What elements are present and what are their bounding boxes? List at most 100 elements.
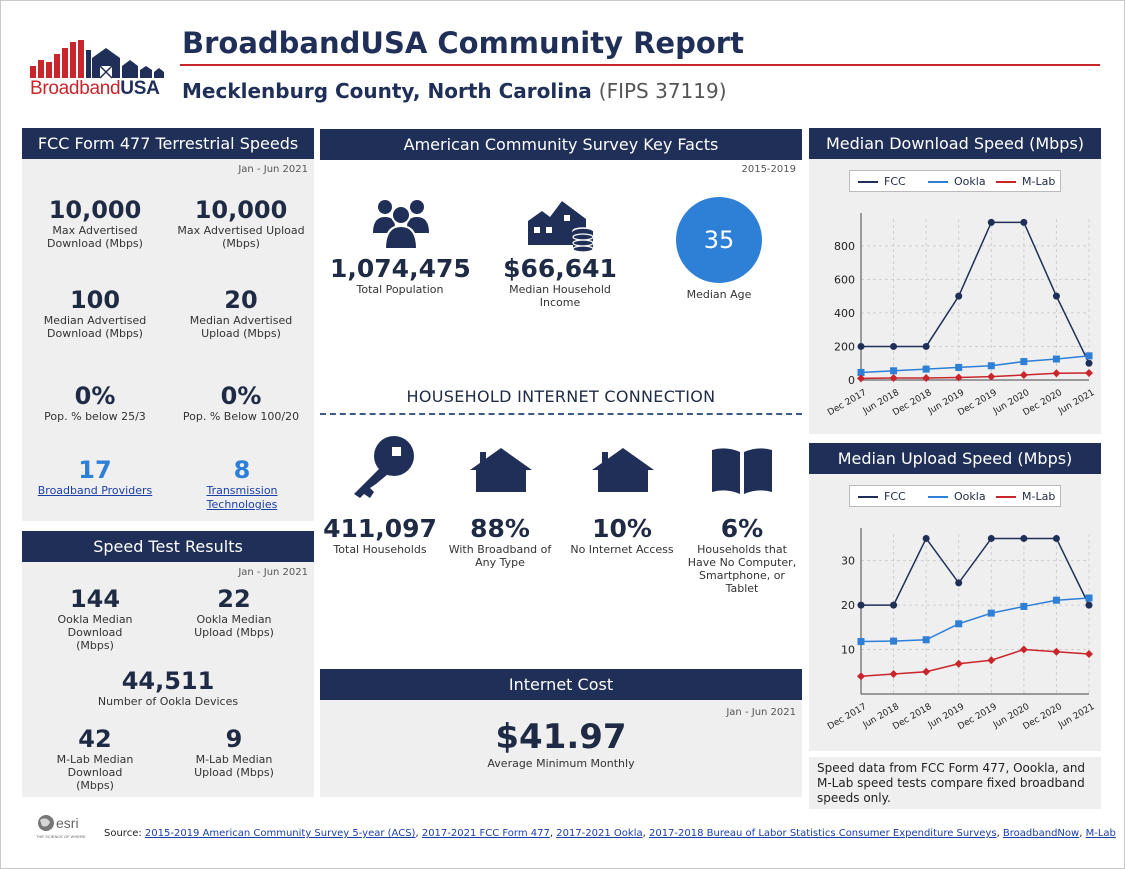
series-line-ookla [860,597,1090,643]
source-link-broadbandnow[interactable]: BroadbandNow [1002,828,1080,839]
no-computer-stat: 6% Households that Have No Computer, Sma… [686,514,798,595]
mlab-upload-value: 9 [225,725,243,753]
y-tick-label: 800 [834,240,855,253]
download-chart-panel: FCC Ookla M-Lab 0 200 400 600 800 Dec 2017 Jun… [809,159,1101,434]
fips-code: (FIPS 37119) [598,79,727,103]
source-link-acs[interactable]: 2015-2019 American Community Survey 5-ye… [144,828,416,839]
providers-stat[interactable]: 17 Broadband Providers [30,456,160,498]
point-mlab [1019,645,1028,654]
upload-chart-legend: FCC Ookla M-Lab [849,485,1061,507]
legend-fcc: FCC [858,175,906,188]
x-tick-label: Dec 2017 [826,702,868,732]
pct-below-25-label: Pop. % below 25/3 [44,410,146,423]
pct-below-100-value: 0% [220,382,262,410]
max-download-stat: 10,000 Max Advertised Download (Mbps) [30,196,160,250]
total-households-stat: 411,097 Total Households [322,514,438,556]
household-internet-heading: HOUSEHOLD INTERNET CONNECTION [406,387,716,406]
median-upload-value: 20 [224,286,258,314]
y-tick-label: 400 [834,307,855,320]
providers-link[interactable]: Broadband Providers [37,484,153,497]
source-link-mlab[interactable]: M-Lab [1085,828,1116,839]
logo-broadband-text: Broadband [30,78,121,99]
series-line-mlab [860,648,1090,677]
house-icon [470,448,532,492]
source-link-fcc[interactable]: 2017-2021 FCC Form 477 [421,828,550,839]
broadband-stat: 88% With Broadband of Any Type [442,514,558,569]
svg-text:THE SCIENCE OF WHERE: THE SCIENCE OF WHERE [36,834,86,839]
providers-value[interactable]: 17 [78,456,112,484]
mlab-upload-label: M-Lab Median Upload (Mbps) [194,753,274,779]
page-subtitle: Mecklenburg County, North Carolina (FIPS… [182,79,727,103]
household-income-value: $66,641 [503,254,617,283]
speedtest-panel: Speed Test Results Jan - Jun 2021 144 Oo… [22,531,314,797]
fcc-date: Jan - Jun 2021 [238,164,308,175]
point-ookla [857,638,865,646]
household-income-stat: $66,641 Median Household Income [490,254,630,309]
median-upload-stat: 20 Median Advertised Upload (Mbps) [172,286,310,340]
technologies-link[interactable]: Transmission Technologies [206,484,278,511]
point-mlab [987,656,996,665]
speedtest-date: Jan - Jun 2021 [238,567,308,578]
point-mlab [922,667,931,676]
household-income-icon [528,201,594,253]
mlab-upload-stat: 9 M-Lab Median Upload (Mbps) [172,725,296,779]
point-mlab [987,372,996,381]
legend-ookla: Ookla [928,490,986,503]
house-no-access-icon [592,448,654,492]
point-mlab [889,373,898,382]
no-access-label: No Internet Access [570,543,674,556]
point-ookla [1052,596,1060,604]
point-fcc [1052,292,1060,300]
fcc-panel: FCC Form 477 Terrestrial Speeds Jan - Ju… [22,128,314,521]
total-households-value: 411,097 [323,514,437,543]
point-ookla [987,609,995,617]
mlab-download-stat: 42 M-Lab Median Download (Mbps) [30,725,160,792]
ookla-devices-label: Number of Ookla Devices [97,695,239,708]
point-ookla [890,367,898,375]
y-tick-label: 600 [834,273,855,286]
broadbandusa-logo [30,40,164,79]
y-tick-label: 0 [848,374,855,387]
acs-date: 2015-2019 [741,164,796,175]
point-fcc [1020,218,1028,226]
legend-mlab: M-Lab [996,490,1055,503]
population-label: Total Population [356,283,444,296]
ookla-upload-stat: 22 Ookla Median Upload (Mbps) [172,585,296,639]
acs-panel: American Community Survey Key Facts 2015… [320,129,802,419]
internet-cost-stat: $41.97 Average Minimum Monthly [461,717,661,770]
mlab-download-value: 42 [78,725,112,753]
internet-cost-value: $41.97 [495,717,627,757]
speedtest-heading: Speed Test Results [22,531,314,562]
point-fcc [955,292,963,300]
point-ookla [857,368,865,376]
point-mlab [857,672,865,681]
y-tick-label: 10 [841,644,855,657]
pct-below-25-value: 0% [74,382,116,410]
no-computer-value: 6% [720,514,764,543]
internet-cost-date: Jan - Jun 2021 [726,707,796,718]
y-tick-label: 30 [841,555,855,568]
population-stat: 1,074,475 Total Population [330,254,471,296]
download-chart-legend: FCC Ookla M-Lab [849,170,1061,192]
source-link-ookla[interactable]: 2017-2021 Ookla [556,828,643,839]
title-divider [180,64,1100,66]
point-fcc [1020,534,1028,542]
source-link-bls[interactable]: 2017-2018 Bureau of Labor Statistics Con… [648,828,997,839]
max-upload-stat: 10,000 Max Advertised Upload (Mbps) [172,196,310,250]
series-line-fcc [861,536,1090,606]
median-download-stat: 100 Median Advertised Download (Mbps) [30,286,160,340]
no-access-stat: 10% No Internet Access [564,514,680,556]
point-fcc [890,342,898,350]
point-mlab [889,670,898,678]
population-value: 1,074,475 [330,254,471,283]
technologies-stat[interactable]: 8 Transmission Technologies [192,456,292,512]
point-fcc [1052,534,1060,542]
no-computer-label: Households that Have No Computer, Smartp… [687,543,797,595]
technologies-value[interactable]: 8 [233,456,251,484]
point-fcc [922,534,930,542]
x-tick-label: Dec 2017 [826,388,868,418]
point-ookla [987,362,995,370]
ookla-upload-value: 22 [217,585,251,613]
pct-below-25-stat: 0% Pop. % below 25/3 [30,382,160,423]
